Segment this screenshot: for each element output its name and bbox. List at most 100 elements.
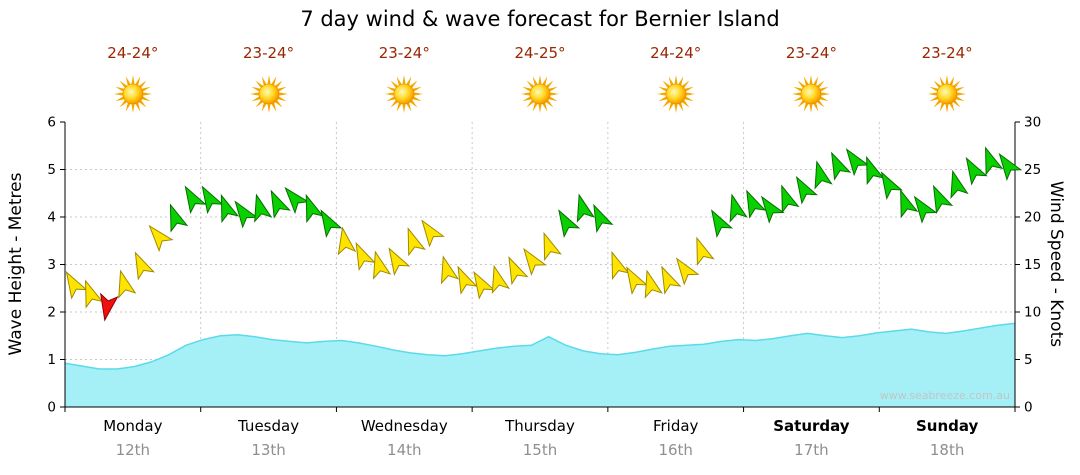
- day-weather-icon: [791, 74, 831, 114]
- sun-icon: [385, 74, 424, 114]
- wave-area-edge: [64, 322, 1016, 370]
- wind-arrow: [746, 189, 767, 219]
- sun-disc: [665, 83, 686, 105]
- wind-arrow: [118, 269, 137, 299]
- wind-arrow: [473, 270, 496, 300]
- wind-arrow: [320, 209, 343, 238]
- wind-arrow-glyph: [746, 189, 767, 219]
- wind-arrow-glyph: [626, 266, 649, 295]
- day-temperature-range: 24-24°: [107, 44, 159, 62]
- wind-arrow: [611, 250, 630, 281]
- wind-arrow-glyph: [814, 160, 833, 190]
- y-right-tick-label: 15: [1024, 257, 1041, 273]
- wind-arrow-glyph: [388, 247, 411, 276]
- wind-arrow-glyph: [407, 227, 426, 257]
- wind-arrow-glyph: [711, 209, 734, 238]
- y-left-tick-label: 1: [47, 352, 56, 368]
- y-left-tick-label: 6: [47, 115, 56, 131]
- sun-disc: [529, 83, 551, 105]
- y-right-tick-label: 20: [1024, 210, 1041, 226]
- sun-icon: [928, 74, 967, 114]
- day-label: Sunday: [915, 417, 979, 435]
- wind-arrow-glyph: [900, 189, 919, 219]
- wind-arrow-glyph: [220, 193, 240, 224]
- wind-arrow: [711, 209, 734, 238]
- y-left-tick-label: 5: [47, 162, 56, 178]
- wind-arrow-glyph: [985, 146, 1004, 176]
- day-weather-icon: [113, 74, 153, 114]
- wind-arrow-glyph: [950, 169, 969, 199]
- wind-arrow-glyph: [523, 247, 547, 277]
- y-right-tick-label: 10: [1024, 305, 1041, 321]
- sun-disc: [393, 83, 415, 105]
- wind-arrow: [880, 171, 903, 200]
- wind-arrow-glyph: [729, 193, 748, 223]
- wind-arrow: [626, 266, 649, 295]
- wind-arrow: [270, 189, 291, 219]
- wind-arrow: [965, 156, 988, 186]
- wind-arrow: [169, 203, 189, 233]
- wind-arrow: [421, 219, 445, 248]
- sun-icon: [792, 74, 831, 114]
- wind-arrow: [254, 193, 273, 223]
- y-left-tick-label: 2: [47, 305, 56, 321]
- wind-arrow-glyph: [134, 251, 156, 281]
- wind-arrow: [355, 241, 376, 271]
- watermark: www.seabreeze.com.au: [880, 389, 1010, 402]
- wind-arrow: [65, 270, 88, 300]
- wind-arrow-glyph: [696, 236, 715, 266]
- wave-area: [65, 323, 1015, 407]
- wind-arrow: [576, 193, 596, 223]
- wind-arrow-glyph: [611, 250, 630, 281]
- sun-disc: [801, 83, 822, 105]
- wind-arrow: [593, 203, 614, 233]
- wind-arrow: [373, 250, 392, 280]
- wind-arrow-glyph: [118, 269, 137, 299]
- wind-arrow-glyph: [781, 184, 800, 214]
- day-label: Monday: [103, 417, 163, 435]
- wind-arrow-glyph: [305, 193, 325, 224]
- wind-arrow: [644, 269, 663, 299]
- sun-icon: [249, 74, 288, 114]
- day-weather-icon: [249, 74, 289, 114]
- wind-arrow-glyph: [320, 209, 343, 238]
- sun-icon: [113, 74, 152, 114]
- day-date: 12th: [115, 441, 151, 459]
- wind-arrow-glyph: [234, 200, 259, 229]
- wind-arrow: [795, 175, 818, 205]
- wind-arrow-glyph: [65, 270, 88, 300]
- y-right-tick-label: 30: [1024, 115, 1041, 131]
- wind-arrow: [457, 265, 478, 295]
- wind-arrow-glyph: [675, 257, 700, 286]
- wind-arrow: [220, 193, 240, 224]
- wind-arrow: [491, 264, 511, 294]
- wind-arrow-glyph: [373, 250, 392, 280]
- wind-arrow-glyph: [491, 264, 511, 294]
- y-left-tick-label: 4: [47, 210, 56, 226]
- wind-arrow: [284, 186, 310, 215]
- wind-arrow: [845, 148, 870, 177]
- wind-arrow: [201, 185, 224, 215]
- wind-arrow: [998, 152, 1023, 182]
- day-date: 14th: [387, 441, 422, 459]
- chart-title: 7 day wind & wave forecast for Bernier I…: [300, 7, 780, 31]
- wind-arrow: [99, 292, 119, 322]
- wind-arrow-glyph: [913, 195, 938, 224]
- day-weather-icon: [520, 74, 560, 114]
- wind-arrow: [729, 193, 748, 223]
- wind-arrow-glyph: [85, 279, 104, 309]
- wind-arrow: [440, 255, 460, 285]
- wind-arrow-glyph: [508, 256, 529, 286]
- wind-arrow-glyph: [932, 184, 954, 214]
- sun-disc: [936, 83, 958, 105]
- wind-arrow: [305, 193, 325, 224]
- wind-arrow: [950, 169, 969, 199]
- wind-arrow-glyph: [201, 185, 224, 215]
- wind-arrow-glyph: [99, 292, 119, 322]
- wind-arrow-glyph: [831, 151, 852, 181]
- day-date: 15th: [522, 441, 558, 459]
- sun-rays: [520, 74, 560, 114]
- y-right-tick-label: 25: [1024, 162, 1041, 178]
- wind-arrow-glyph: [845, 148, 870, 177]
